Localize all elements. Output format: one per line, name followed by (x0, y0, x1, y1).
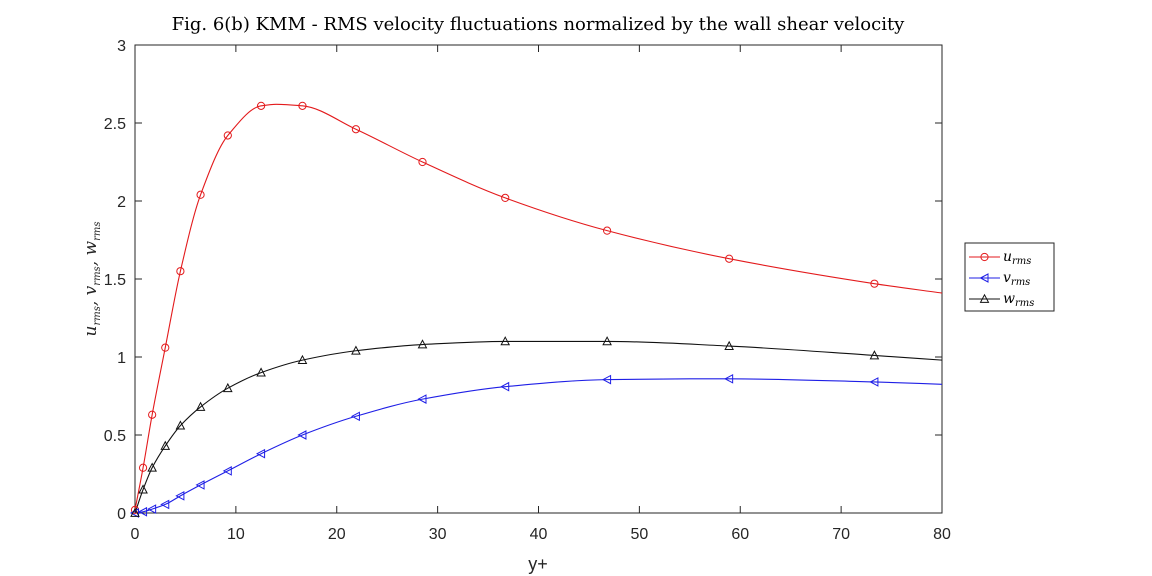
data-point-v_rms (147, 504, 157, 514)
x-axis-label: y+ (528, 554, 548, 574)
data-point-u_rms (223, 131, 232, 140)
y-label-symbol: w (81, 240, 101, 255)
y-label-subscript: rms (92, 306, 103, 325)
data-point-v_rms (297, 430, 307, 440)
series-markers (129, 101, 880, 518)
legend-box (964, 242, 1055, 312)
data-point-u_rms (351, 125, 361, 134)
y-tick-label: 2 (117, 194, 126, 211)
y-axis-label: urms, vrms, wrms (81, 222, 103, 337)
series-line-u_rms (134, 103, 943, 510)
data-point-u_rms (602, 226, 612, 235)
data-point-w_rms (500, 336, 511, 346)
y-label-subscript: rms (92, 222, 103, 241)
data-point-v_rms (138, 506, 148, 517)
x-tick-label: 0 (131, 526, 140, 543)
data-point-v_rms (869, 377, 879, 387)
data-point-w_rms (297, 354, 308, 365)
data-point-w_rms (130, 507, 140, 517)
x-tick-label: 80 (933, 526, 951, 543)
x-tick-label: 40 (530, 526, 548, 543)
x-tick-label: 20 (328, 526, 346, 543)
y-tick-label: 3 (117, 38, 126, 55)
legend-label-w_rms: wrms (1003, 291, 1034, 309)
data-point-u_rms (256, 101, 266, 110)
data-point-w_rms (256, 367, 266, 377)
legend-label-v_rms: vrms (1003, 270, 1030, 288)
data-point-u_rms (196, 190, 205, 199)
data-point-v_rms (195, 480, 205, 490)
data-point-v_rms (175, 491, 185, 501)
data-point-u_rms (148, 410, 157, 419)
y-tick-label: 1.5 (104, 272, 126, 289)
data-point-u_rms (176, 267, 185, 276)
data-point-w_rms (160, 440, 171, 450)
data-point-w_rms (417, 339, 428, 349)
data-point-u_rms (418, 157, 427, 167)
data-point-w_rms (602, 336, 612, 346)
data-point-v_rms (129, 508, 139, 518)
data-point-w_rms (724, 340, 734, 350)
data-point-v_rms (160, 499, 170, 510)
y-label-subscript: rms (92, 266, 103, 285)
series-lines (134, 103, 943, 514)
data-point-v_rms (417, 394, 427, 404)
data-point-v_rms (350, 411, 360, 422)
data-point-v_rms (500, 381, 510, 392)
axis-ticks (134, 44, 943, 514)
data-point-u_rms (161, 343, 170, 352)
x-tick-label: 50 (630, 526, 648, 543)
x-tick-label: 60 (731, 526, 749, 543)
legend: urms vrms wrms (964, 242, 1055, 312)
legend-marker-w_rms (979, 293, 990, 303)
series-line-w_rms (134, 340, 943, 514)
legend-marker-u_rms (980, 252, 989, 262)
plot-area (134, 44, 943, 514)
data-point-v_rms (222, 466, 232, 476)
y-tick-label: 1 (117, 350, 126, 367)
chart-title: Fig. 6(b) KMM - RMS velocity fluctuation… (172, 14, 906, 35)
data-point-v_rms (602, 374, 612, 385)
legend-marker-v_rms (979, 273, 989, 283)
x-tick-label: 30 (429, 526, 447, 543)
x-tick-label: 10 (227, 526, 245, 543)
data-point-v_rms (724, 374, 734, 384)
data-point-w_rms (138, 484, 148, 494)
data-point-u_rms (298, 101, 307, 110)
data-point-u_rms (138, 463, 148, 472)
data-point-w_rms (147, 462, 157, 472)
x-tick-label: 70 (832, 526, 850, 543)
data-point-w_rms (222, 382, 233, 393)
data-point-w_rms (175, 420, 186, 430)
y-tick-label: 2.5 (104, 116, 126, 133)
y-label-symbol: v (81, 285, 101, 295)
y-label-symbol: u (81, 326, 101, 337)
data-point-w_rms (195, 401, 206, 411)
series-line-v_rms (134, 378, 943, 514)
data-point-u_rms (501, 193, 510, 202)
data-point-w_rms (351, 345, 361, 355)
data-point-w_rms (869, 350, 880, 360)
y-tick-label: 0 (117, 506, 126, 523)
axis-tick-labels: 0 10 20 30 40 50 60 70 80 0 0.5 1 1.5 2 2.5 3 (104, 38, 951, 543)
y-tick-label: 0.5 (104, 428, 126, 445)
legend-label-u_rms: urms (1003, 249, 1031, 267)
data-point-u_rms (725, 254, 734, 263)
data-point-v_rms (256, 448, 266, 459)
data-point-u_rms (870, 279, 879, 288)
